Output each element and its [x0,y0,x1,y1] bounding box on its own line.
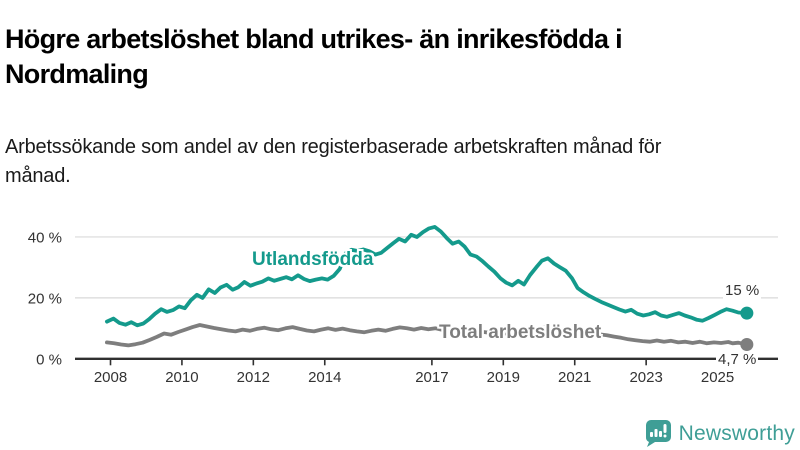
chart-title: Högre arbetslöshet bland utrikes- än inr… [5,24,623,90]
newsworthy-logo-text: Newsworthy [678,421,795,445]
chart-subtitle: Arbetssökande som andel av den registerb… [5,136,662,187]
y-tick-label: 20 % [28,290,62,307]
x-tick-label: 2012 [237,369,270,386]
end-value-label-utlandsfodda: 15 % [723,282,762,299]
x-tick-label: 2017 [415,369,448,386]
x-tick-label: 2021 [558,369,591,386]
y-tick-label: 0 % [36,351,62,368]
newsworthy-logo[interactable]: Newsworthy [644,419,795,448]
series-end-dot-0 [740,306,754,320]
x-tick-label: 2025 [701,369,734,386]
x-tick-label: 2019 [487,369,520,386]
x-tick-label: 2010 [165,369,198,386]
series-label-utlandsfodda: Utlandsfödda [252,249,374,270]
series-end-dot-1 [740,337,754,351]
newsworthy-bubble-chart-icon [645,420,671,447]
end-value-label-total: 4,7 % [716,351,759,368]
series-label-total-arbetsloshet: Total arbetslöshet [439,322,602,343]
x-tick-label: 2023 [629,369,662,386]
x-tick-label: 2014 [308,369,341,386]
x-tick-label: 2008 [94,369,127,386]
series-line-0 [105,224,749,328]
series-line-1 [105,323,749,348]
y-tick-label: 40 % [28,229,62,246]
